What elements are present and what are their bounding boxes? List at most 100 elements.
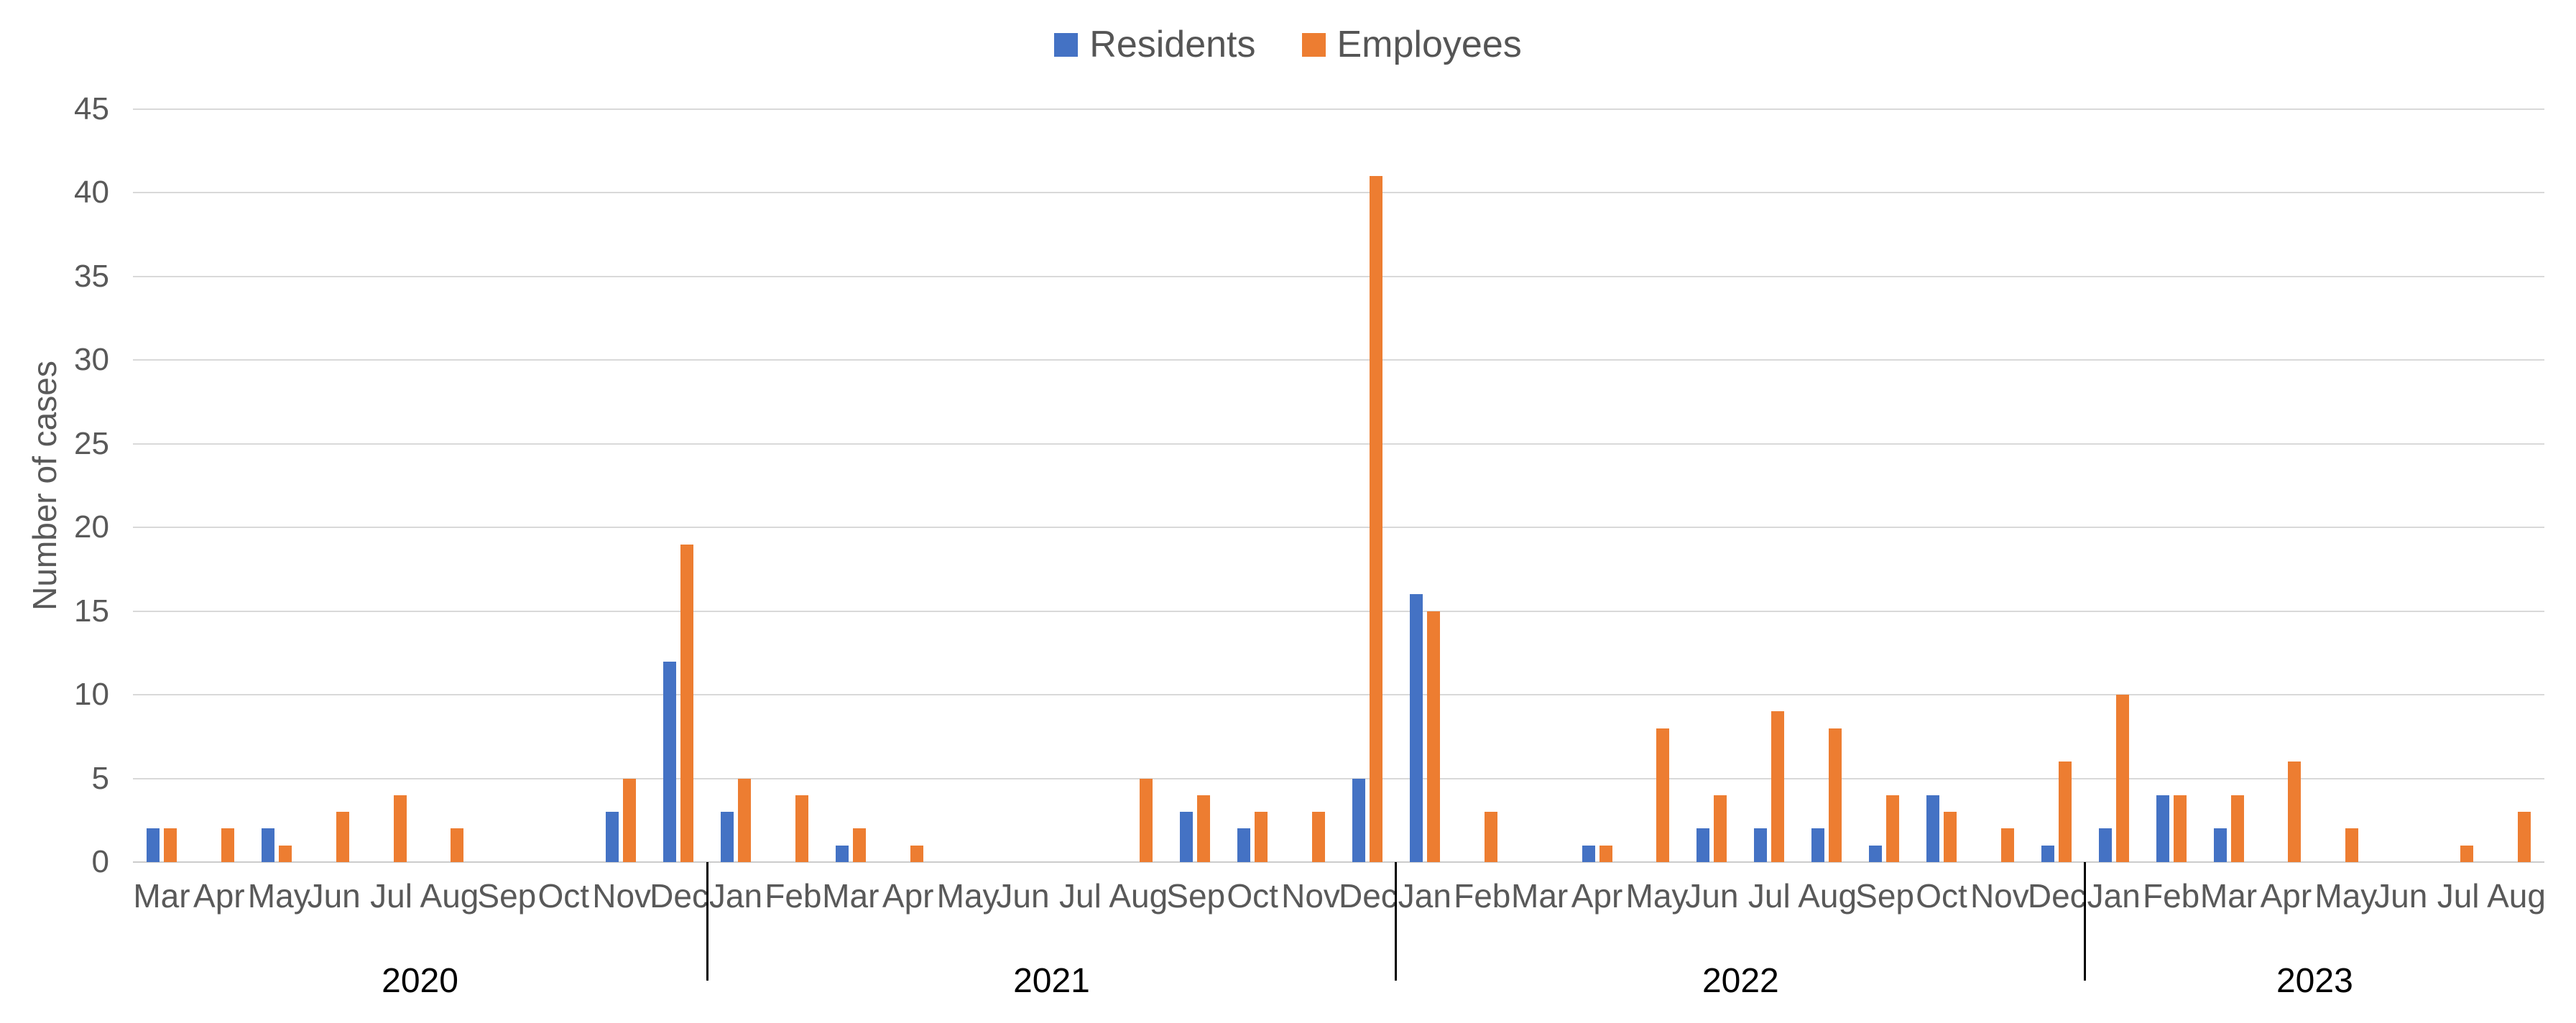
month-label-10: Jan <box>708 877 763 915</box>
month-label-41: Aug <box>2487 877 2546 915</box>
bar-employees-3 <box>336 812 349 862</box>
bar-employees-36 <box>2230 795 2244 862</box>
bar-employees-29 <box>1829 728 1842 862</box>
y-axis-title: Number of cases <box>26 361 63 611</box>
ytick-label-35: 35 <box>74 258 109 294</box>
ytick-label-5: 5 <box>91 760 109 796</box>
month-label-35: Feb <box>2142 877 2200 915</box>
bar-employees-23 <box>1484 812 1497 862</box>
month-label-2: May <box>247 877 310 915</box>
month-label-16: Jul <box>1059 877 1102 915</box>
bar-residents-10 <box>721 812 734 862</box>
month-label-40: Jul <box>2437 877 2480 915</box>
gridline-25 <box>133 443 2544 445</box>
gridline-45 <box>133 108 2544 110</box>
month-label-6: Sep <box>477 877 537 915</box>
ytick-label-20: 20 <box>74 509 109 545</box>
bar-employees-9 <box>680 544 694 862</box>
month-label-21: Dec <box>1339 877 1398 915</box>
bar-employees-22 <box>1426 611 1440 862</box>
bar-employees-17 <box>1140 778 1153 862</box>
bar-residents-30 <box>1869 845 1883 862</box>
ytick-label-15: 15 <box>74 593 109 629</box>
bar-residents-25 <box>1582 845 1595 862</box>
bar-residents-36 <box>2213 828 2227 862</box>
legend-item-residents: Residents <box>1054 26 1256 63</box>
month-label-15: Jun <box>996 877 1050 915</box>
year-label-2020: 2020 <box>382 962 458 1000</box>
month-label-13: Apr <box>882 877 934 915</box>
month-label-34: Jan <box>2087 877 2141 915</box>
bar-employees-41 <box>2518 812 2531 862</box>
bar-employees-4 <box>393 795 407 862</box>
gridline-30 <box>133 359 2544 361</box>
month-label-7: Oct <box>537 877 590 915</box>
bar-residents-31 <box>1926 795 1939 862</box>
gridline-35 <box>133 275 2544 277</box>
bar-residents-33 <box>2041 845 2054 862</box>
bar-residents-2 <box>261 828 274 862</box>
gridline-20 <box>133 527 2544 529</box>
bar-employees-35 <box>2173 795 2187 862</box>
chart-legend: Residents Employees <box>0 26 2576 63</box>
employees-swatch-icon <box>1301 32 1326 57</box>
month-label-26: May <box>1625 877 1689 915</box>
month-label-18: Sep <box>1166 877 1226 915</box>
residents-swatch-icon <box>1054 32 1079 57</box>
bar-employees-5 <box>451 828 464 862</box>
month-label-27: Jun <box>1685 877 1739 915</box>
bar-employees-32 <box>2000 828 2014 862</box>
bar-employees-30 <box>1886 795 1900 862</box>
month-label-1: Apr <box>193 877 245 915</box>
month-label-8: Nov <box>592 877 652 915</box>
month-label-24: Mar <box>1511 877 1569 915</box>
bar-residents-34 <box>2098 828 2112 862</box>
bar-residents-27 <box>1696 828 1710 862</box>
bar-employees-1 <box>221 828 234 862</box>
gridline-40 <box>133 192 2544 194</box>
ytick-label-25: 25 <box>74 425 109 461</box>
bar-employees-19 <box>1255 812 1268 862</box>
year-separator-2023 <box>2084 862 2087 981</box>
bar-residents-19 <box>1237 828 1251 862</box>
year-separator-2022 <box>1395 862 1398 981</box>
month-label-31: Oct <box>1916 877 1967 915</box>
bar-employees-2 <box>278 845 292 862</box>
year-label-2023: 2023 <box>2276 962 2353 1000</box>
gridline-15 <box>133 610 2544 612</box>
month-label-25: Apr <box>1571 877 1623 915</box>
bar-residents-28 <box>1754 828 1768 862</box>
month-label-11: Feb <box>765 877 822 915</box>
bar-employees-31 <box>1944 812 1957 862</box>
bar-employees-28 <box>1771 711 1785 862</box>
bar-employees-33 <box>2058 762 2072 862</box>
month-label-3: Jun <box>307 877 361 915</box>
month-label-39: Jun <box>2374 877 2428 915</box>
bar-residents-21 <box>1352 778 1365 862</box>
bar-employees-20 <box>1312 812 1326 862</box>
year-label-2021: 2021 <box>1013 962 1090 1000</box>
month-label-30: Sep <box>1855 877 1914 915</box>
ytick-label-45: 45 <box>74 91 109 126</box>
bar-employees-21 <box>1369 176 1382 862</box>
bar-residents-8 <box>606 812 619 862</box>
bar-residents-18 <box>1180 812 1194 862</box>
month-label-32: Nov <box>1970 877 2029 915</box>
bar-residents-29 <box>1811 828 1825 862</box>
bar-employees-40 <box>2460 845 2474 862</box>
month-label-36: Mar <box>2199 877 2258 915</box>
gridline-10 <box>133 694 2544 696</box>
month-label-28: Jul <box>1748 877 1791 915</box>
month-label-23: Feb <box>1454 877 1511 915</box>
month-label-0: Mar <box>133 877 190 915</box>
bar-employees-8 <box>623 778 637 862</box>
bar-employees-27 <box>1714 795 1727 862</box>
bar-residents-9 <box>663 661 677 862</box>
bar-residents-12 <box>835 845 849 862</box>
month-label-38: May <box>2314 877 2378 915</box>
month-label-9: Dec <box>650 877 708 915</box>
month-label-5: Aug <box>420 877 479 915</box>
bar-employees-18 <box>1197 795 1211 862</box>
gridline-0 <box>133 861 2544 863</box>
